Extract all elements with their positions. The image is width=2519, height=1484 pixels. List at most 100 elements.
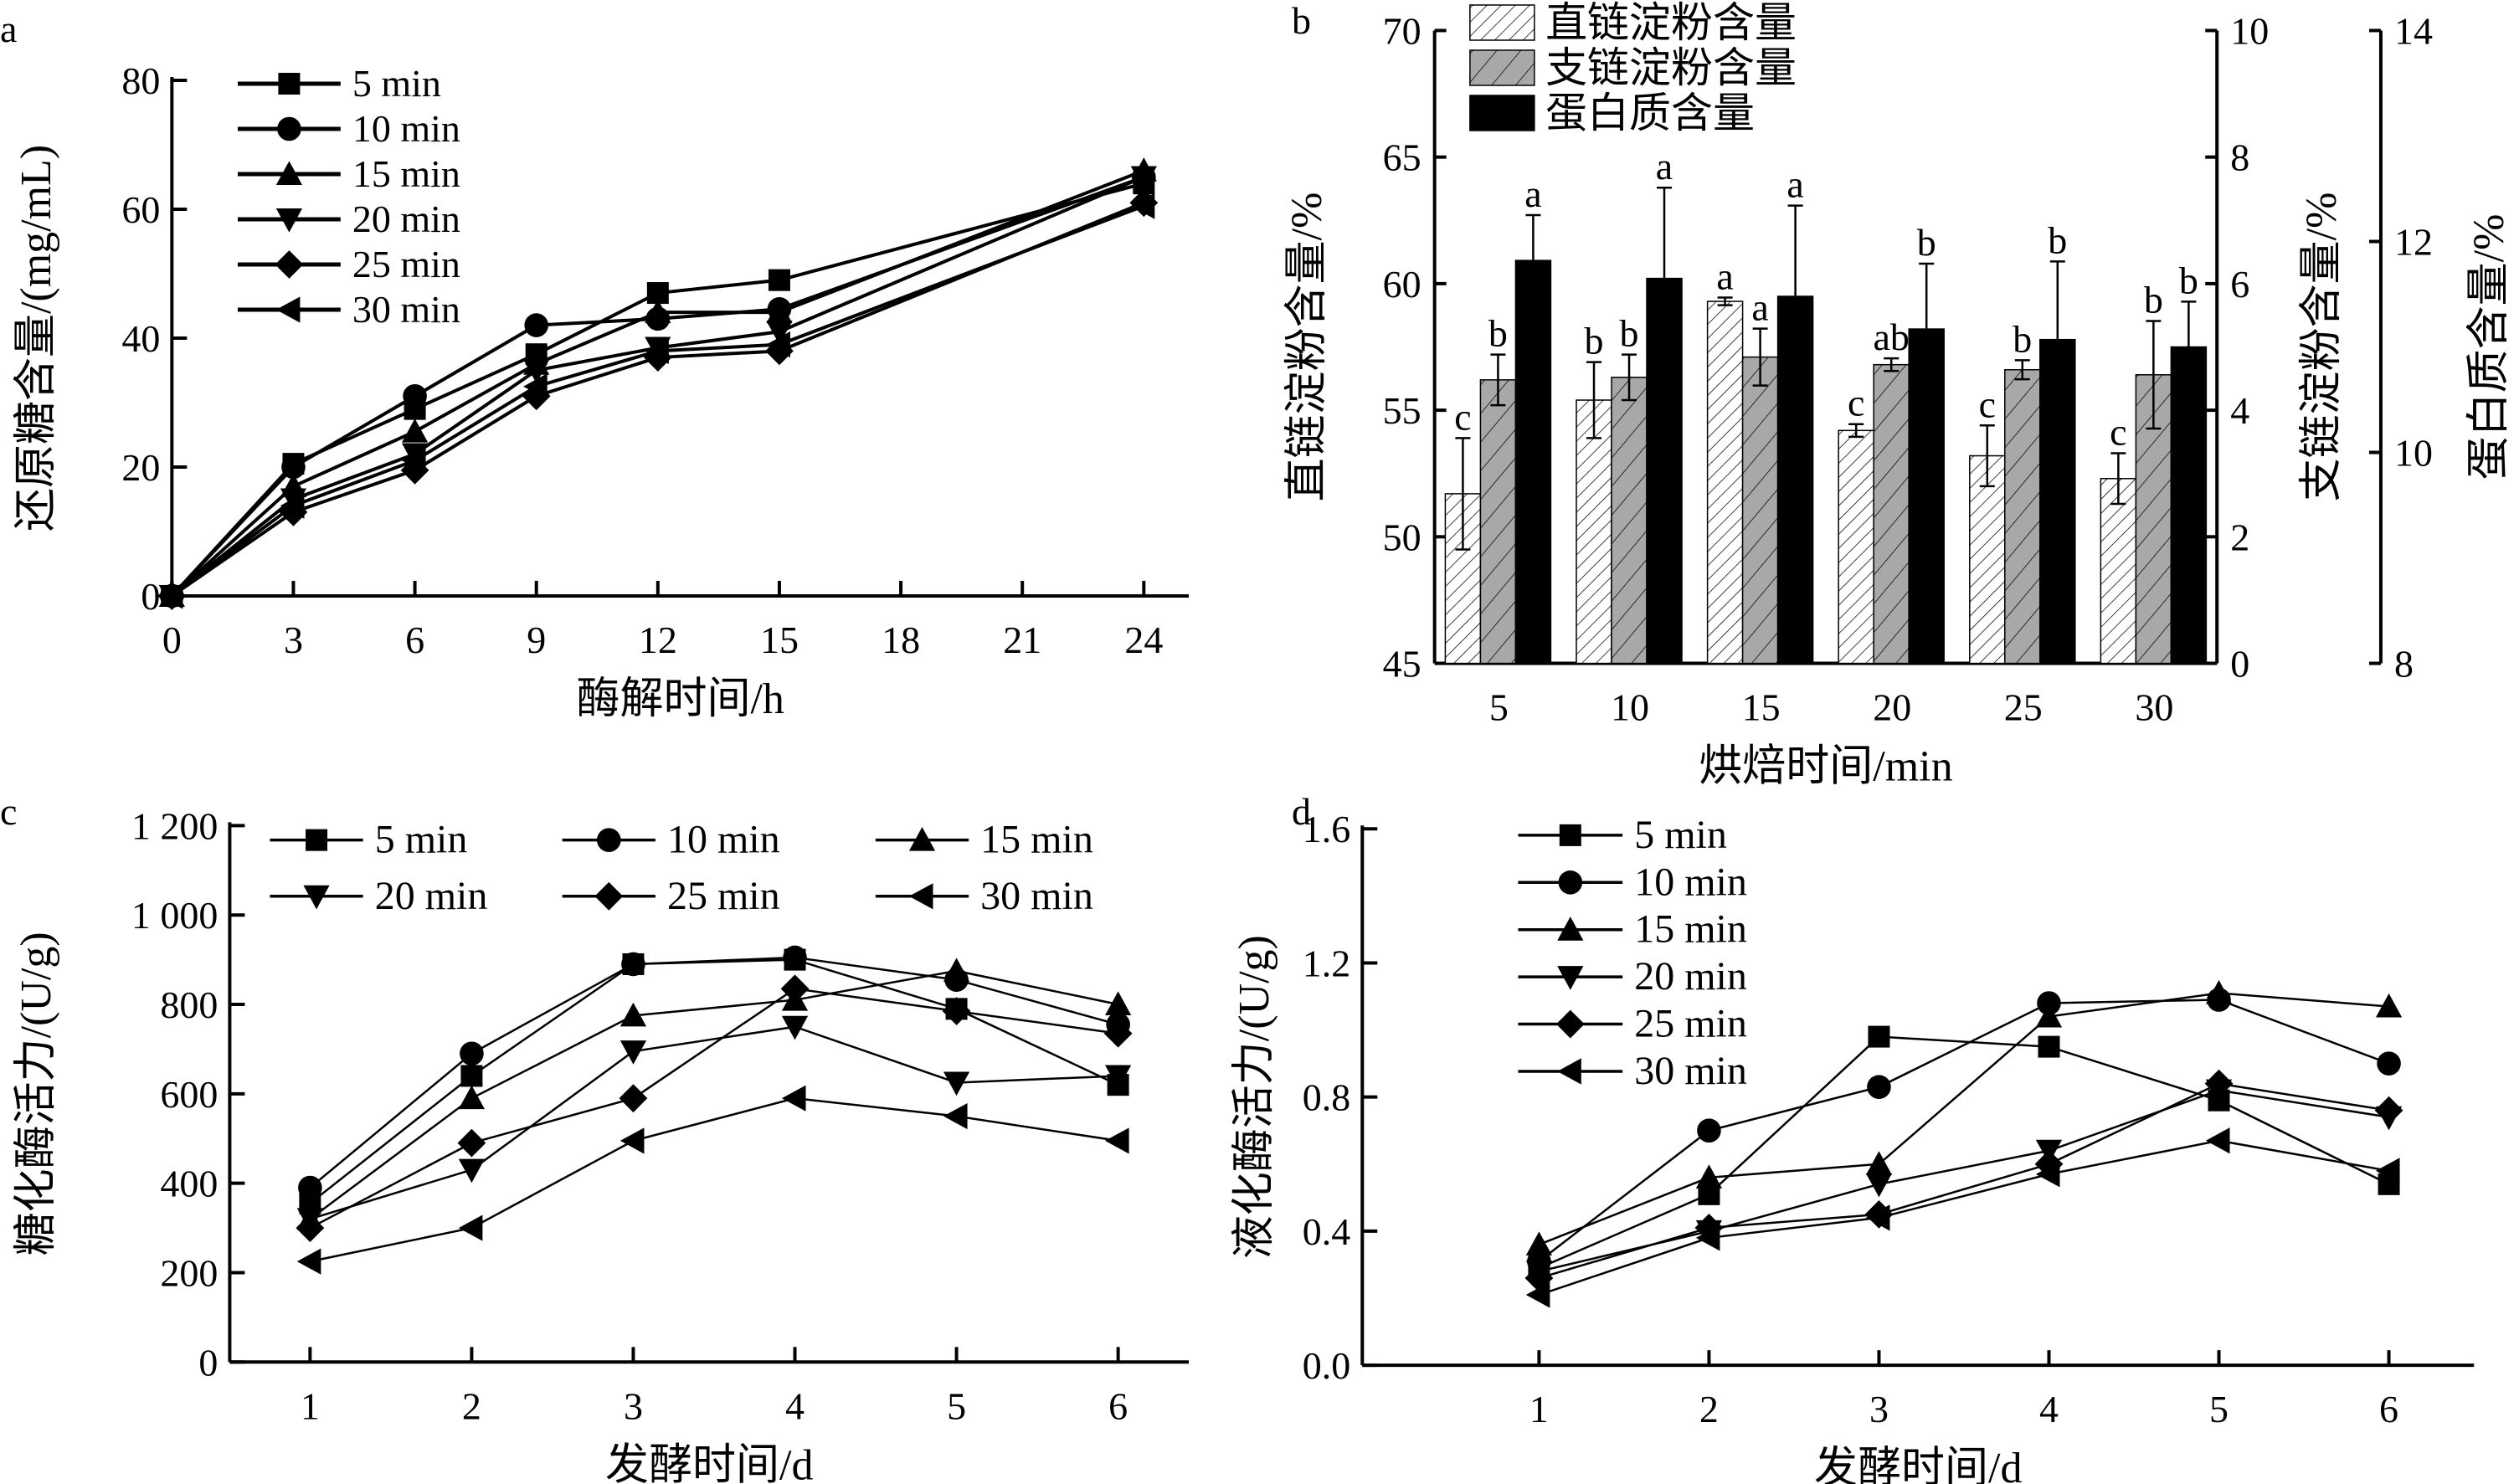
legend-label: 15 min <box>352 152 460 195</box>
x-tick-label: 9 <box>527 619 546 661</box>
y-axis-title: 支链淀粉含量/% <box>2298 193 2346 502</box>
data-point <box>2204 1069 2234 1098</box>
y-tick-label: 600 <box>160 1073 218 1116</box>
data-point <box>457 1128 486 1158</box>
x-tick-label: 10 <box>1611 686 1649 729</box>
data-point <box>942 997 971 1025</box>
legend-label: 直链淀粉含量 <box>1545 0 1797 46</box>
y-axis-title: 蛋白质含量/% <box>2465 214 2513 480</box>
data-point <box>781 1015 809 1040</box>
data-point <box>943 1071 970 1096</box>
data-point <box>1695 1164 1723 1189</box>
y-tick-label: 0 <box>2230 643 2249 686</box>
error-bar <box>1884 357 1900 372</box>
legend-label: 10 min <box>352 107 460 150</box>
legend-label: 15 min <box>980 818 1093 862</box>
legend-marker-triangle-up <box>908 827 936 851</box>
legend-label: 30 min <box>352 288 460 331</box>
data-point <box>1865 1151 1893 1175</box>
data-point <box>1868 1025 1890 1048</box>
bar <box>1838 429 1874 665</box>
data-point <box>1525 1281 1550 1308</box>
y-tick-label: 1 200 <box>131 804 218 847</box>
data-point <box>645 299 671 324</box>
series-line <box>1539 1139 2389 1297</box>
data-point <box>1865 1173 1893 1198</box>
x-tick-label: 2 <box>1699 1388 1719 1430</box>
legend-marker-triangle-up <box>275 161 303 185</box>
series-line <box>309 969 1118 1220</box>
data-point <box>296 1248 321 1275</box>
data-point <box>2035 1161 2060 1188</box>
significance-letter: a <box>1786 163 1803 206</box>
y-tick-label: 200 <box>160 1251 218 1294</box>
y-tick-label: 10 <box>2230 9 2269 52</box>
x-axis-title: 酶解时间/h <box>576 675 784 723</box>
data-point <box>943 958 970 982</box>
data-point <box>768 269 790 291</box>
error-bar <box>1455 437 1471 551</box>
data-point <box>401 447 426 474</box>
x-axis-title: 烘焙时间/min <box>1699 743 1952 791</box>
legend-marker-square <box>278 73 301 95</box>
error-bar <box>1622 353 1637 402</box>
panel-label: b <box>1292 0 1311 42</box>
legend-label: 25 min <box>352 243 460 285</box>
y-tick-label: 2 <box>2230 516 2249 558</box>
significance-letter: b <box>2179 259 2198 301</box>
y-tick-label: 8 <box>2394 643 2414 686</box>
x-tick-label: 18 <box>882 619 920 661</box>
y-tick-label: 20 <box>121 446 160 489</box>
x-tick-label: 6 <box>1108 1384 1128 1427</box>
series-line <box>170 182 1144 598</box>
legend-label: 支链淀粉含量 <box>1545 44 1797 91</box>
series-20-min <box>1525 1079 2403 1285</box>
y-tick-label: 0 <box>198 1341 218 1384</box>
legend-marker-triangle-down <box>303 885 330 910</box>
legend-marker-circle <box>597 828 621 852</box>
y-axis-title: 直链淀粉含量/% <box>1283 193 1331 502</box>
data-point <box>158 583 183 609</box>
y-tick-label: 12 <box>2394 220 2433 263</box>
data-point <box>523 359 550 384</box>
panel-a: a 0 20 40 60 80 0 3 6 9 12 15 18 21 24 酶解时间/h 还原糖含量/(mg/… <box>0 8 1190 723</box>
legend-label: 10 min <box>667 818 780 862</box>
x-tick-label: 5 <box>947 1384 966 1427</box>
legend-label: 5 min <box>1634 813 1727 857</box>
significance-letter: a <box>1656 145 1673 187</box>
series-15-min <box>158 157 1157 607</box>
bar <box>2004 368 2041 665</box>
legend-label: 20 min <box>375 874 488 918</box>
series-line <box>171 175 1145 598</box>
y-tick-label: 55 <box>1383 389 1421 432</box>
y-tick-label: 6 <box>2230 263 2249 306</box>
series-line <box>309 956 1118 1189</box>
legend-marker-triangle-down <box>275 208 303 233</box>
legend-marker-circle <box>1558 870 1583 895</box>
y-tick-label: 1 000 <box>131 894 218 937</box>
series-30-min <box>1525 1127 2400 1308</box>
y-tick-label: 60 <box>121 188 160 231</box>
data-point <box>403 383 427 408</box>
data-point <box>281 454 306 480</box>
series-30-min <box>158 193 1155 609</box>
y-tick-label: 40 <box>121 317 160 360</box>
data-point <box>1105 1065 1132 1090</box>
error-bar <box>2110 452 2126 506</box>
y-tick-label: 1.2 <box>1303 942 1351 984</box>
data-point <box>460 1041 484 1066</box>
x-tick-label: 0 <box>162 619 182 661</box>
series-30-min <box>296 1085 1129 1275</box>
x-tick-label: 12 <box>639 619 677 661</box>
data-point <box>2038 1035 2060 1058</box>
data-point <box>619 1084 648 1113</box>
x-tick-label: 2 <box>462 1384 481 1427</box>
data-point <box>619 1040 647 1065</box>
data-point <box>2374 1096 2403 1125</box>
x-tick-label: 3 <box>284 619 303 661</box>
data-point <box>458 1158 486 1184</box>
y-tick-label: 50 <box>1383 516 1421 558</box>
legend-swatch <box>1469 49 1535 86</box>
series-25-min <box>296 974 1133 1242</box>
